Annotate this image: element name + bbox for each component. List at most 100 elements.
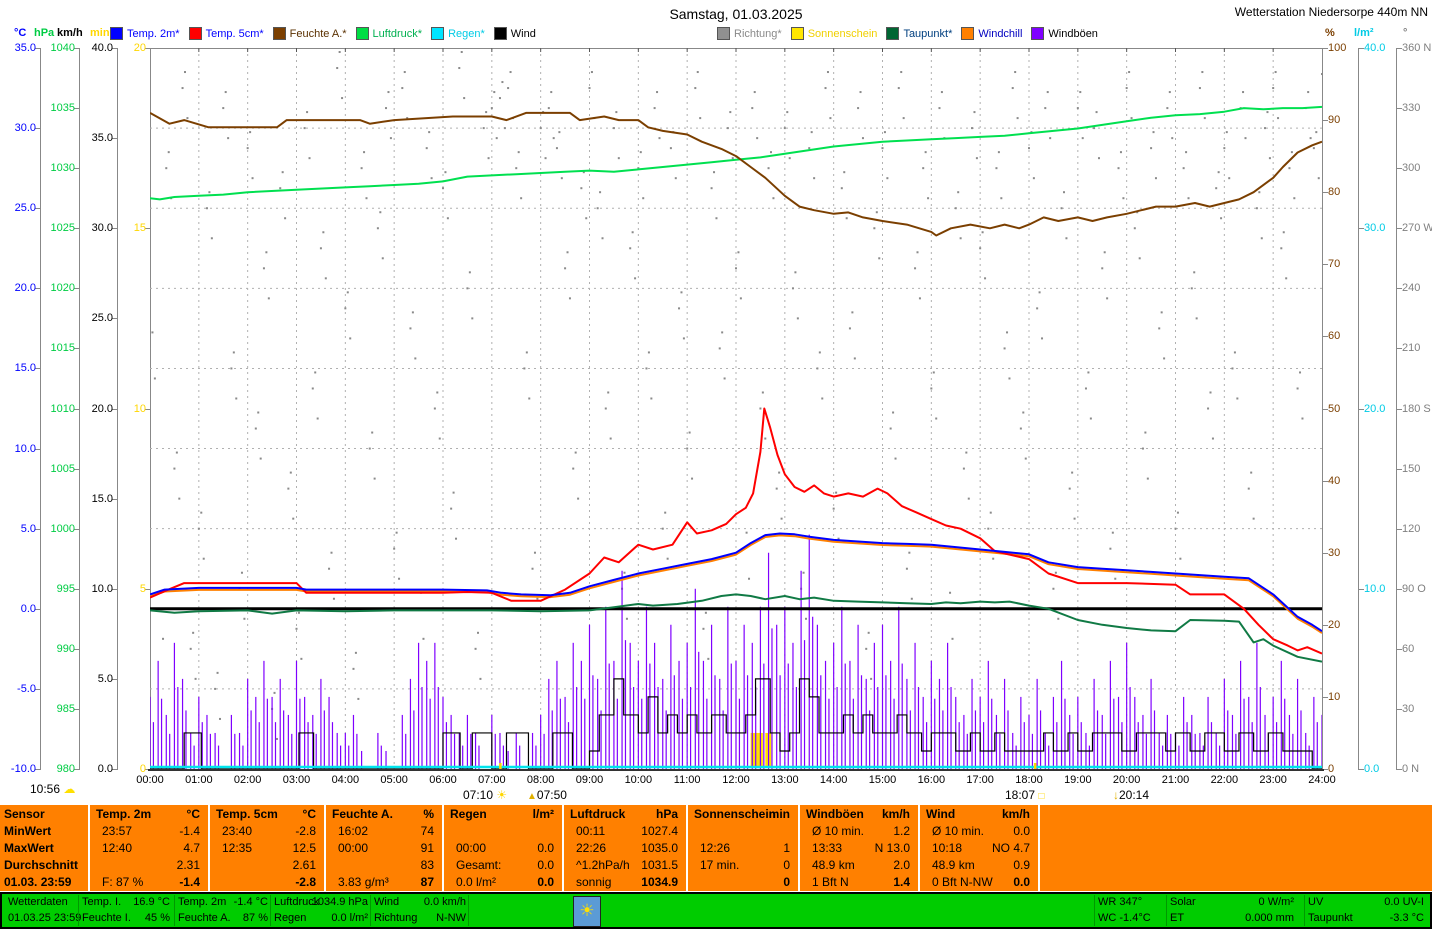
direction-dot xyxy=(433,407,436,410)
legend-item-temp-5cm-: Temp. 5cm* xyxy=(188,27,264,40)
axis-unit-°: ° xyxy=(1403,27,1408,39)
direction-dot xyxy=(1252,517,1255,520)
legend-color-swatch xyxy=(188,27,202,40)
direction-dot xyxy=(216,671,219,674)
direction-dot xyxy=(222,107,225,110)
tick-label: 30.0 xyxy=(91,222,113,235)
statusbar-separator xyxy=(174,895,175,926)
statusbar-ident-label-2: 01.03.25 23:59 xyxy=(8,912,82,924)
direction-dot xyxy=(1106,297,1109,300)
direction-dot xyxy=(214,687,217,690)
direction-dot xyxy=(150,347,151,350)
direction-dot xyxy=(468,271,471,274)
direction-dot xyxy=(442,187,444,190)
direction-dot xyxy=(1044,107,1047,110)
direction-dot xyxy=(759,407,762,410)
statusbar-cell-1-value-2: 87 % xyxy=(242,912,268,924)
direction-dot xyxy=(821,397,824,400)
direction-dot xyxy=(403,71,406,74)
direction-dot xyxy=(751,107,754,110)
direction-dot xyxy=(1201,71,1204,74)
direction-dot xyxy=(883,131,886,134)
direction-dot xyxy=(482,127,485,130)
direction-dot xyxy=(566,251,569,254)
x-axis-label: 10:00 xyxy=(624,774,653,786)
direction-dot xyxy=(764,437,767,440)
series-taupunkt xyxy=(150,593,1322,663)
axis-tick xyxy=(74,588,79,590)
axis-tick xyxy=(112,498,117,500)
legend-label: Feuchte A.* xyxy=(289,27,347,40)
direction-dot xyxy=(1041,337,1044,340)
tick-label: -5.0 xyxy=(17,682,36,695)
direction-dot xyxy=(824,87,827,90)
direction-dot xyxy=(881,147,884,150)
direction-dot xyxy=(607,391,610,394)
axis-line-right-% xyxy=(1322,48,1323,770)
direction-dot xyxy=(954,207,957,210)
direction-dot xyxy=(1250,471,1253,474)
direction-dot xyxy=(490,107,493,110)
axis-tick xyxy=(145,588,150,590)
direction-dot xyxy=(471,317,474,320)
direction-dot xyxy=(745,531,748,534)
tick-label: 40 xyxy=(1328,474,1341,487)
direction-dot xyxy=(1220,217,1223,220)
statusbar-separator xyxy=(78,895,79,926)
tick-label: 120 xyxy=(1402,522,1421,535)
direction-dot xyxy=(151,331,154,334)
legend-label: Wind xyxy=(510,27,536,40)
direction-dot xyxy=(1277,117,1280,120)
direction-dot xyxy=(393,547,396,550)
table-group-unit: °C xyxy=(186,807,200,821)
direction-dot xyxy=(769,151,772,154)
direction-dot xyxy=(786,111,789,114)
direction-dot xyxy=(761,391,764,394)
x-axis-label: 01:00 xyxy=(185,774,213,786)
direction-dot xyxy=(1054,571,1057,574)
direction-dot xyxy=(560,177,563,180)
direction-dot xyxy=(257,411,260,414)
direction-dot xyxy=(1163,357,1166,360)
direction-dot xyxy=(544,157,547,160)
table-cell-value: -1.4 xyxy=(179,824,200,838)
table-cell-value: 1031.5 xyxy=(641,858,678,872)
weather-condition-icon: ☀ xyxy=(573,896,601,927)
axis-tick xyxy=(74,108,79,110)
direction-dot xyxy=(865,647,868,650)
direction-dot xyxy=(1089,417,1092,420)
twilight-icon: ▲ xyxy=(527,791,537,802)
axis-tick xyxy=(145,769,150,770)
direction-dot xyxy=(995,167,998,170)
direction-dot xyxy=(344,307,347,310)
axis-tick xyxy=(35,128,40,130)
tick-label: 10.0 xyxy=(14,442,36,455)
x-axis-label: 11:00 xyxy=(673,774,701,786)
direction-dot xyxy=(588,87,591,90)
tick-label: 15.0 xyxy=(91,492,113,505)
direction-dot xyxy=(202,557,205,560)
direction-dot xyxy=(808,147,811,150)
statusbar-separator xyxy=(1166,895,1167,926)
table-group-unit: hPa xyxy=(655,807,678,821)
direction-dot xyxy=(181,87,184,90)
tick-label: 1040 xyxy=(50,42,75,54)
weather-chart xyxy=(150,48,1322,769)
tick-label: 270 W xyxy=(1402,222,1432,235)
direction-dot xyxy=(574,451,577,454)
axis-tick xyxy=(112,228,117,230)
table-cell-time: 00:00 xyxy=(456,841,487,855)
series-temp-2m xyxy=(150,532,1322,633)
direction-dot xyxy=(319,247,322,250)
sunset-time: 18:07 xyxy=(1005,788,1036,802)
direction-dot xyxy=(300,657,303,660)
direction-dot xyxy=(910,597,913,600)
direction-dot xyxy=(262,267,265,270)
statusbar-cell-3-value-2: N-NW xyxy=(436,912,466,924)
direction-dot xyxy=(357,697,360,700)
x-axis-label: 16:00 xyxy=(917,774,946,786)
direction-dot xyxy=(686,447,689,450)
direction-dot xyxy=(552,137,555,140)
legend-label: Windchill xyxy=(978,27,1023,40)
direction-dot xyxy=(669,147,672,150)
